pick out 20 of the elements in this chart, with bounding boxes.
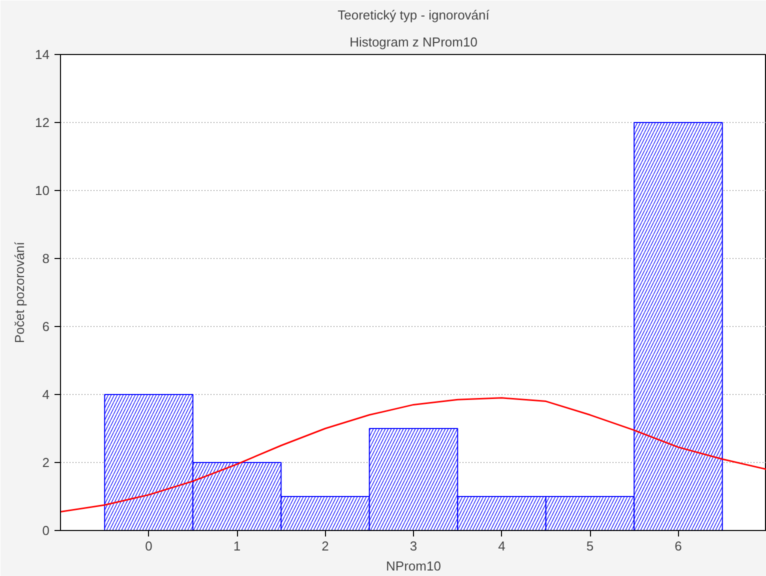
x-tick-label: 0 (145, 538, 152, 554)
y-tick-label: 8 (42, 251, 50, 266)
x-tick-label: 3 (410, 538, 418, 554)
line-series (60, 397, 766, 513)
x-tick-label: 2 (322, 538, 329, 554)
x-tick-label: 4 (498, 538, 506, 554)
x-axis-title: NProm10 (386, 558, 441, 574)
y-tick-label: 12 (35, 115, 50, 130)
y-tick-label: 10 (35, 183, 50, 198)
y-tick-label: 2 (42, 455, 50, 470)
y-tick-label: 14 (35, 47, 50, 62)
y-tick-label: 4 (42, 387, 50, 402)
x-tick-label: 5 (586, 538, 594, 554)
y-axis-title: Počet pozorování (12, 242, 28, 344)
chart-title: Teoretický typ - ignorování (338, 8, 490, 22)
x-tick-label: 6 (674, 538, 682, 554)
y-tick-label: 6 (42, 319, 50, 334)
x-tick-label: 1 (233, 538, 241, 554)
chart-subtitle: Histogram z NProm10 (350, 34, 478, 50)
y-tick-label: 0 (42, 523, 50, 538)
